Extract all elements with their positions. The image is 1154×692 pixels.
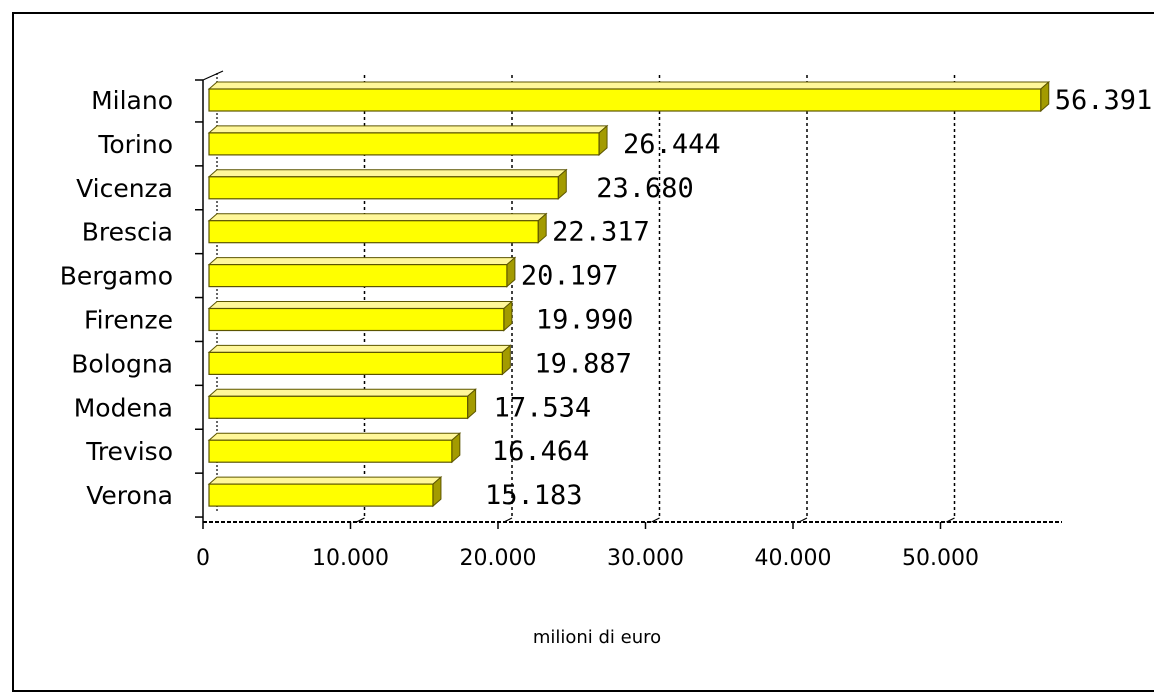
bar-vicenza	[207, 168, 568, 200]
floor-gridline	[356, 517, 365, 523]
bar-top-face	[207, 301, 514, 309]
value-label: 19.887	[534, 348, 632, 379]
category-label: Verona	[86, 481, 173, 510]
bar-top-face	[207, 257, 517, 266]
value-label: 22.317	[552, 217, 650, 248]
bar	[208, 439, 453, 463]
category-label: Firenze	[84, 306, 173, 335]
bar-top-face	[207, 344, 512, 353]
floor-gridline	[651, 517, 660, 523]
x-tick-label: 20.000	[460, 546, 537, 571]
bar-bologna	[207, 344, 512, 376]
bar-top-face	[207, 213, 548, 222]
x-axis-title: milioni di euro	[533, 627, 661, 648]
bar-milano	[207, 80, 1051, 113]
x-tick-label: 10.000	[312, 546, 389, 571]
bar-top-face	[207, 388, 477, 397]
bar	[208, 220, 539, 244]
x-tick-label: 40.000	[755, 546, 832, 571]
category-label: Vicenza	[76, 174, 173, 203]
category-label: Torino	[97, 130, 173, 159]
bar-torino	[207, 124, 609, 157]
x-tick-label: 50.000	[902, 546, 979, 571]
value-label: 20.197	[521, 261, 619, 292]
bar	[208, 264, 508, 288]
axis-corner	[202, 70, 224, 81]
bar-modena	[207, 388, 477, 420]
value-label: 17.534	[494, 392, 592, 423]
axis-layer: 0 10.000 20.000 30.000 40.000 50.000	[195, 70, 1062, 571]
bar-top-face	[207, 169, 568, 178]
bar-top-face	[207, 81, 1051, 90]
bar	[208, 483, 434, 507]
value-label: 15.183	[485, 480, 583, 511]
bar-bergamo	[207, 256, 517, 288]
value-label: 19.990	[536, 305, 634, 336]
bar-chart: 0 10.000 20.000 30.000 40.000 50.000 Milano 56…	[60, 70, 1153, 648]
bar-verona	[207, 475, 443, 508]
category-label: Brescia	[82, 218, 173, 247]
bar-brescia	[207, 212, 548, 244]
bar	[208, 176, 559, 200]
bar	[208, 88, 1042, 112]
bar-treviso	[207, 432, 462, 464]
category-label: Modena	[74, 393, 173, 422]
bar	[208, 307, 505, 332]
label-layer: Milano 56.391 Torino 26.444 Vicenza 23.680 Bre…	[60, 85, 1153, 511]
bar-top-face	[207, 476, 443, 485]
bar-top-face	[207, 125, 609, 134]
category-label: Milano	[91, 86, 173, 115]
category-label: Bologna	[71, 349, 173, 378]
bar-firenze	[207, 300, 514, 332]
bar-layer	[207, 80, 1051, 508]
bar	[208, 395, 469, 419]
x-tick-label: 30.000	[607, 546, 684, 571]
bar	[208, 132, 600, 156]
category-label: Bergamo	[60, 262, 173, 291]
bar	[208, 351, 503, 375]
value-label: 26.444	[623, 129, 721, 160]
value-label: 56.391	[1055, 85, 1153, 116]
x-tick-label: 0	[196, 546, 210, 571]
category-label: Treviso	[85, 437, 173, 466]
value-label: 16.464	[492, 436, 590, 467]
value-label: 23.680	[596, 173, 694, 204]
bar-top-face	[207, 432, 462, 441]
